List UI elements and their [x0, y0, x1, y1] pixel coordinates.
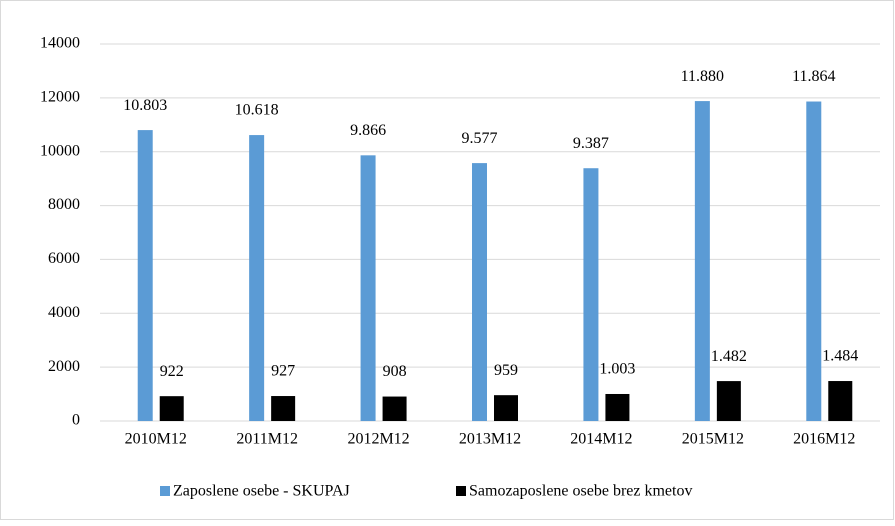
x-tick-label: 2016M12	[793, 431, 855, 448]
data-label: 10.803	[123, 97, 167, 114]
legend-swatch	[456, 486, 466, 496]
data-label: 1.484	[822, 348, 858, 365]
data-label: 1.003	[599, 361, 635, 378]
data-label: 1.482	[711, 348, 747, 365]
y-tick-label: 0	[72, 412, 80, 429]
bar	[806, 101, 822, 421]
x-tick-label: 2013M12	[459, 431, 521, 448]
data-label: 9.577	[462, 130, 498, 147]
x-tick-label: 2010M12	[125, 431, 187, 448]
legend-swatch	[160, 486, 170, 496]
legend-label: Samozaposlene osebe brez kmetov	[469, 483, 692, 500]
legend-label: Zaposlene osebe - SKUPAJ	[173, 483, 350, 500]
y-tick-label: 8000	[48, 196, 80, 213]
bar	[382, 396, 407, 421]
data-label: 11.864	[792, 68, 835, 85]
y-tick-label: 6000	[48, 250, 80, 267]
bar	[605, 393, 630, 421]
bar	[583, 168, 599, 421]
data-label: 9.387	[573, 135, 609, 152]
y-tick-label: 4000	[48, 304, 80, 321]
data-label: 10.618	[235, 102, 279, 119]
bar	[694, 101, 710, 422]
bar	[137, 130, 153, 421]
x-tick-label: 2015M12	[682, 431, 744, 448]
data-label: 11.880	[681, 68, 724, 85]
x-tick-label: 2014M12	[570, 431, 632, 448]
x-tick-label: 2011M12	[236, 431, 298, 448]
bar	[472, 163, 487, 421]
data-label: 959	[494, 362, 518, 379]
y-tick-label: 10000	[40, 142, 80, 159]
bar	[360, 155, 376, 422]
bar	[271, 396, 296, 421]
x-tick-label: 2012M12	[347, 431, 409, 448]
bar	[249, 135, 265, 421]
data-label: 927	[271, 363, 295, 380]
bar	[159, 396, 184, 421]
y-tick-label: 12000	[40, 89, 80, 106]
y-tick-label: 2000	[48, 358, 80, 375]
bar	[494, 395, 518, 421]
bar	[716, 381, 741, 421]
data-label: 922	[160, 363, 184, 380]
data-label: 9.866	[350, 122, 386, 139]
bar	[828, 381, 853, 421]
y-tick-label: 14000	[40, 35, 80, 52]
data-label: 908	[383, 363, 407, 380]
